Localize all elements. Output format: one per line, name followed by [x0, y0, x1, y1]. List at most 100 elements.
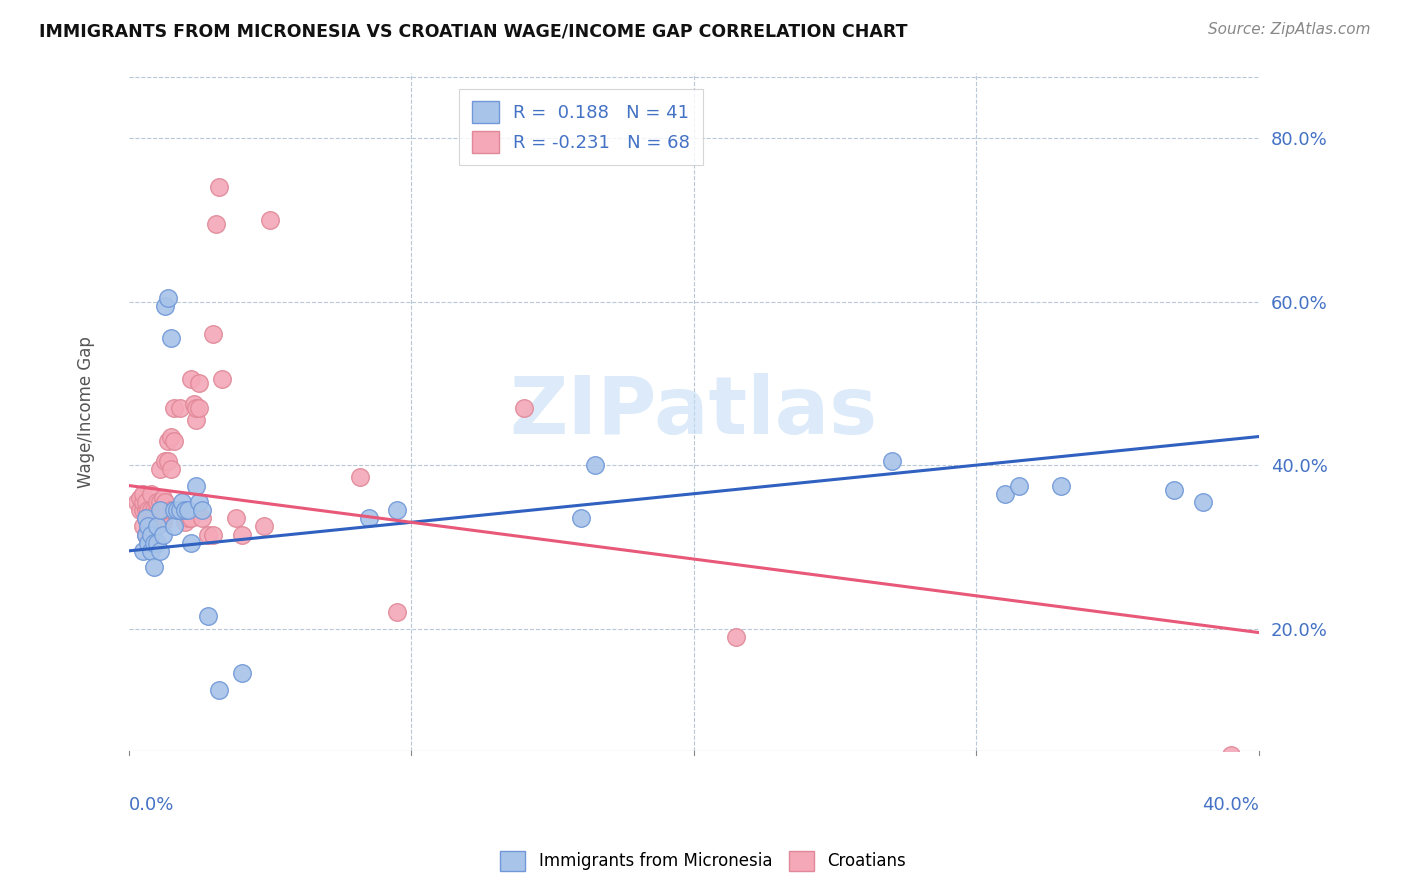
Point — [186, 478, 208, 492]
Point — [152, 527, 174, 541]
Text: 0.0%: 0.0% — [129, 796, 174, 814]
Point — [138, 511, 160, 525]
Point — [166, 503, 188, 517]
Point — [259, 213, 281, 227]
Point — [143, 516, 166, 530]
Point — [157, 291, 180, 305]
Point — [188, 401, 211, 415]
Point — [149, 462, 172, 476]
Text: Wage/Income Gap: Wage/Income Gap — [77, 336, 94, 488]
Point — [174, 516, 197, 530]
Point — [160, 429, 183, 443]
Point — [1191, 495, 1213, 509]
Point — [208, 682, 231, 697]
Point — [1219, 748, 1241, 763]
Point — [166, 503, 188, 517]
Point — [135, 511, 157, 525]
Point — [177, 503, 200, 517]
Point — [132, 495, 155, 509]
Point — [146, 503, 169, 517]
Point — [155, 299, 177, 313]
Point — [149, 495, 172, 509]
Point — [211, 372, 233, 386]
Point — [205, 217, 228, 231]
Point — [127, 495, 149, 509]
Point — [152, 503, 174, 517]
Point — [135, 527, 157, 541]
Point — [583, 458, 606, 472]
Point — [169, 503, 191, 517]
Point — [149, 511, 172, 525]
Point — [880, 454, 903, 468]
Point — [141, 503, 163, 517]
Point — [163, 434, 186, 448]
Point — [141, 516, 163, 530]
Point — [385, 503, 408, 517]
Point — [138, 535, 160, 549]
Point — [160, 331, 183, 345]
Point — [129, 503, 152, 517]
Point — [138, 535, 160, 549]
Point — [163, 519, 186, 533]
Point — [202, 527, 225, 541]
Point — [163, 503, 186, 517]
Point — [138, 503, 160, 517]
Point — [132, 486, 155, 500]
Point — [188, 495, 211, 509]
Point — [208, 180, 231, 194]
Point — [385, 605, 408, 619]
Point — [155, 495, 177, 509]
Point — [513, 401, 536, 415]
Point — [135, 503, 157, 517]
Point — [163, 401, 186, 415]
Point — [129, 491, 152, 505]
Point — [152, 491, 174, 505]
Point — [225, 511, 247, 525]
Point — [994, 486, 1017, 500]
Point — [149, 503, 172, 517]
Point — [160, 462, 183, 476]
Point — [725, 630, 748, 644]
Point — [155, 454, 177, 468]
Point — [157, 434, 180, 448]
Point — [141, 527, 163, 541]
Point — [135, 511, 157, 525]
Point — [149, 503, 172, 517]
Point — [141, 527, 163, 541]
Text: Source: ZipAtlas.com: Source: ZipAtlas.com — [1208, 22, 1371, 37]
Point — [138, 519, 160, 533]
Point — [180, 372, 202, 386]
Point — [143, 503, 166, 517]
Point — [1050, 478, 1073, 492]
Point — [146, 535, 169, 549]
Point — [1008, 478, 1031, 492]
Point — [141, 486, 163, 500]
Point — [191, 503, 214, 517]
Point — [183, 397, 205, 411]
Point — [186, 401, 208, 415]
Point — [202, 327, 225, 342]
Point — [157, 454, 180, 468]
Point — [191, 511, 214, 525]
Point — [132, 544, 155, 558]
Point — [188, 376, 211, 391]
Point — [197, 609, 219, 624]
Point — [231, 527, 253, 541]
Point — [177, 511, 200, 525]
Point — [143, 535, 166, 549]
Point — [146, 519, 169, 533]
Point — [146, 495, 169, 509]
Point — [138, 524, 160, 538]
Text: IMMIGRANTS FROM MICRONESIA VS CROATIAN WAGE/INCOME GAP CORRELATION CHART: IMMIGRANTS FROM MICRONESIA VS CROATIAN W… — [39, 22, 908, 40]
Point — [357, 511, 380, 525]
Point — [172, 503, 194, 517]
Point — [152, 516, 174, 530]
Text: 40.0%: 40.0% — [1202, 796, 1258, 814]
Point — [172, 495, 194, 509]
Point — [132, 519, 155, 533]
Point — [132, 503, 155, 517]
Legend: Immigrants from Micronesia, Croatians: Immigrants from Micronesia, Croatians — [492, 842, 914, 880]
Point — [146, 516, 169, 530]
Point — [186, 413, 208, 427]
Point — [349, 470, 371, 484]
